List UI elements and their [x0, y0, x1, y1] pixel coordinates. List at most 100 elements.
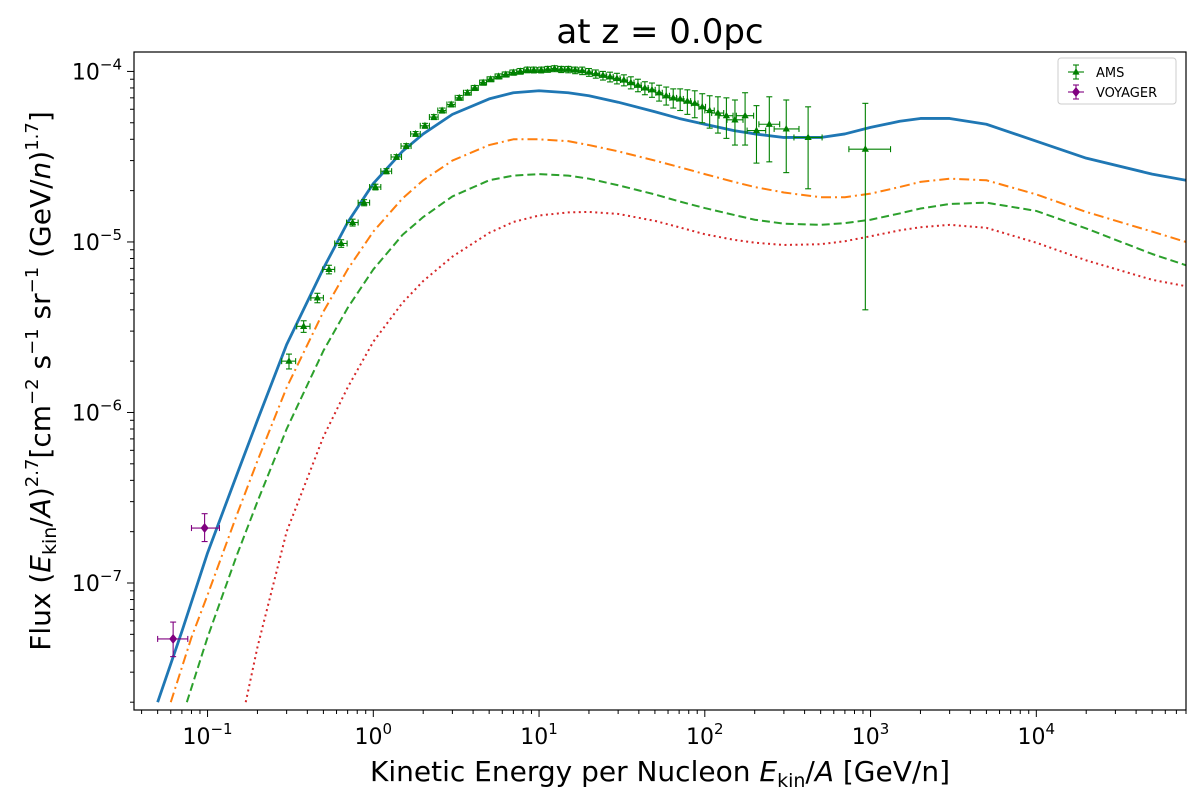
- ams-point: [599, 70, 607, 81]
- triangle-marker: [722, 111, 731, 119]
- triangle-marker: [544, 65, 552, 72]
- triangle-marker: [313, 293, 321, 301]
- triangle-marker: [714, 109, 722, 116]
- ams-point: [619, 74, 628, 87]
- ams-point: [470, 83, 479, 92]
- chart-title: at z = 0.0pc: [556, 12, 763, 52]
- ams-point: [683, 89, 692, 115]
- diamond-marker: [200, 523, 209, 534]
- y-tick-label: 10−7: [72, 567, 122, 597]
- triangle-marker: [620, 76, 628, 83]
- diamond-marker: [1072, 87, 1080, 97]
- triangle-marker: [348, 218, 357, 226]
- triangle-marker: [455, 93, 463, 101]
- legend-label: AMS: [1096, 66, 1124, 81]
- ams-point: [357, 198, 371, 207]
- ams-point: [390, 152, 403, 160]
- x-tick-label: 103: [852, 720, 890, 750]
- ams-point: [773, 99, 800, 174]
- x-tick-label: 102: [686, 720, 724, 750]
- ams-point: [523, 65, 532, 74]
- triangle-marker: [360, 198, 368, 206]
- legend-item-ams: AMS: [1068, 64, 1124, 81]
- ams-point: [437, 106, 447, 114]
- model-line-4: [244, 210, 1186, 703]
- triangle-marker: [537, 65, 545, 73]
- triangle-marker: [494, 72, 503, 80]
- triangle-marker: [698, 102, 706, 110]
- triangle-marker: [479, 78, 487, 86]
- ams-point: [486, 75, 495, 83]
- ams-point: [613, 72, 621, 85]
- triangle-marker: [447, 100, 455, 108]
- ams-point: [501, 70, 510, 78]
- diamond-marker: [169, 633, 178, 644]
- ams-point: [690, 90, 699, 119]
- triangle-marker: [523, 65, 531, 73]
- triangle-marker: [592, 69, 600, 77]
- triangle-marker: [463, 88, 472, 96]
- ams-point: [509, 68, 518, 76]
- ams-point: [585, 67, 593, 77]
- ams-point: [557, 65, 565, 74]
- triangle-marker: [486, 75, 495, 82]
- legend: AMS VOYAGER: [1057, 57, 1177, 105]
- ams-point: [627, 76, 635, 90]
- ams-point: [848, 102, 892, 311]
- triangle-marker: [337, 239, 345, 247]
- ams-point: [281, 353, 297, 370]
- triangle-marker: [371, 183, 380, 190]
- legend-box: [1057, 57, 1177, 105]
- ams-point: [758, 96, 781, 163]
- ams-point: [380, 167, 393, 175]
- triangle-marker: [471, 83, 479, 91]
- ams-point: [544, 65, 552, 73]
- x-tick-label: 10−1: [182, 720, 232, 750]
- triangle-marker: [861, 145, 869, 152]
- x-tick-label: 101: [520, 720, 558, 750]
- plot-layer: [156, 64, 1186, 703]
- y-tick-label: 10−6: [72, 396, 122, 426]
- triangle-marker: [564, 65, 572, 72]
- ams-point: [746, 105, 767, 164]
- model-line-1: [156, 89, 1186, 703]
- triangle-marker: [691, 99, 699, 106]
- ams-point: [550, 64, 559, 73]
- ams-point: [334, 239, 348, 248]
- ams-point: [479, 78, 488, 86]
- ams-point: [591, 69, 600, 79]
- voyager-point: [190, 513, 221, 543]
- triangle-marker: [438, 106, 446, 114]
- legend-item-voyager: VOYAGER: [1068, 84, 1157, 101]
- ams-point: [310, 292, 324, 304]
- ams-point: [516, 67, 524, 75]
- ams-point: [571, 65, 579, 75]
- triangle-marker: [382, 167, 391, 174]
- triangle-marker: [578, 66, 586, 74]
- ams-point: [296, 320, 311, 333]
- triangle-marker: [676, 94, 684, 102]
- ams-point: [494, 72, 503, 80]
- x-tick-label: 104: [1018, 720, 1056, 750]
- legend-label: VOYAGER: [1096, 86, 1157, 101]
- triangle-marker: [765, 120, 773, 127]
- ams-point: [530, 65, 538, 74]
- y-tick-label: 10−5: [72, 226, 122, 256]
- triangle-marker: [585, 68, 593, 75]
- ams-point: [419, 121, 430, 129]
- x-tick-label: 100: [355, 720, 393, 750]
- series-voyager: [157, 513, 221, 658]
- ams-point: [606, 71, 614, 83]
- triangle-marker: [804, 133, 812, 141]
- ams-point: [634, 78, 642, 93]
- triangle-marker: [1072, 68, 1080, 75]
- y-tick-label: 10−4: [72, 55, 122, 85]
- triangle-marker: [325, 265, 333, 273]
- triangle-marker: [741, 111, 749, 119]
- triangle-marker: [412, 129, 420, 137]
- ams-point: [676, 88, 684, 112]
- ams-point: [428, 113, 439, 121]
- ams-point: [655, 84, 663, 102]
- triangle-marker: [669, 93, 677, 101]
